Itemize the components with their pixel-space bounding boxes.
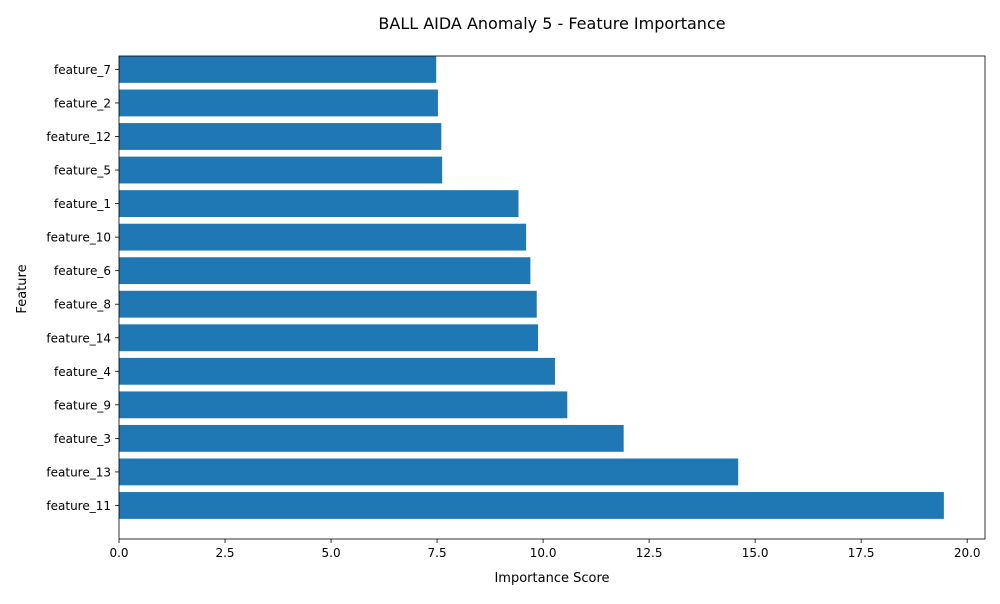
bar-feature-8 <box>119 290 537 318</box>
x-tick-label: 17.5 <box>848 546 875 560</box>
y-tick-label: feature_2 <box>54 96 111 110</box>
x-tick-label: 15.0 <box>742 546 769 560</box>
bar-feature-12 <box>119 123 442 150</box>
bar-feature-4 <box>119 357 555 385</box>
bar-feature-14 <box>119 324 539 352</box>
bar-feature-1 <box>119 190 519 217</box>
y-tick-label: feature_4 <box>54 365 111 379</box>
x-tick-label: 12.5 <box>636 546 663 560</box>
x-tick-label: 7.5 <box>428 546 447 560</box>
bar-feature-3 <box>119 424 624 452</box>
y-tick-label: feature_8 <box>54 298 111 312</box>
bar-feature-2 <box>119 89 438 117</box>
y-tick-label: feature_11 <box>46 499 111 513</box>
bar-feature-6 <box>119 257 531 285</box>
x-tick-label: 10.0 <box>530 546 557 560</box>
y-tick-label: feature_6 <box>54 264 111 278</box>
x-tick-label: 2.5 <box>215 546 234 560</box>
bar-feature-11 <box>119 492 944 519</box>
y-tick-label: feature_7 <box>54 63 111 77</box>
x-tick-label: 5.0 <box>322 546 341 560</box>
x-axis-label: Importance Score <box>494 571 609 586</box>
bar-feature-9 <box>119 391 568 419</box>
bar-feature-7 <box>119 56 437 83</box>
y-tick-label: feature_5 <box>54 164 111 178</box>
bar-feature-10 <box>119 223 527 251</box>
y-tick-label: feature_1 <box>54 197 111 211</box>
x-tick-label: 20.0 <box>954 546 981 560</box>
plot-area: feature_11 feature_13 feature_3 feature_9 fe… <box>46 55 986 560</box>
bar-feature-13 <box>119 458 739 486</box>
y-tick-label: feature_9 <box>54 398 111 412</box>
y-tick-label: feature_14 <box>46 331 111 345</box>
y-tick-label: feature_13 <box>46 465 111 479</box>
y-tick-label: feature_3 <box>54 432 111 446</box>
y-tick-label: feature_10 <box>46 231 111 245</box>
y-tick-label: feature_12 <box>46 130 111 144</box>
bar-feature-5 <box>119 156 443 184</box>
axes-frame <box>118 55 986 540</box>
y-axis-label: Feature <box>15 264 30 313</box>
chart-title: BALL AIDA Anomaly 5 - Feature Importance <box>378 14 725 33</box>
x-tick-label: 0.0 <box>109 546 128 560</box>
